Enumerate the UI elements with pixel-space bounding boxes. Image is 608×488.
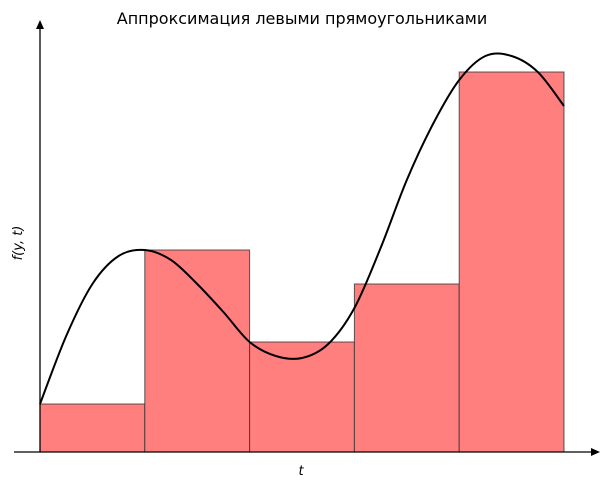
function-curve bbox=[39, 52, 565, 405]
bars-group bbox=[39, 71, 565, 453]
bar-rect-1 bbox=[39, 403, 146, 453]
bar-rect-5 bbox=[458, 71, 565, 453]
x-axis-label: t bbox=[298, 464, 304, 479]
bar-rect-2 bbox=[144, 249, 251, 453]
y-axis-arrow-icon bbox=[36, 20, 44, 29]
chart-title: Аппроксимация левыми прямоугольниками bbox=[117, 9, 487, 28]
x-axis-arrow-icon bbox=[591, 448, 600, 456]
y-axis-label: f(y, t) bbox=[11, 226, 26, 261]
bar-rect-3 bbox=[249, 341, 355, 453]
bar-rect-4 bbox=[353, 283, 460, 453]
